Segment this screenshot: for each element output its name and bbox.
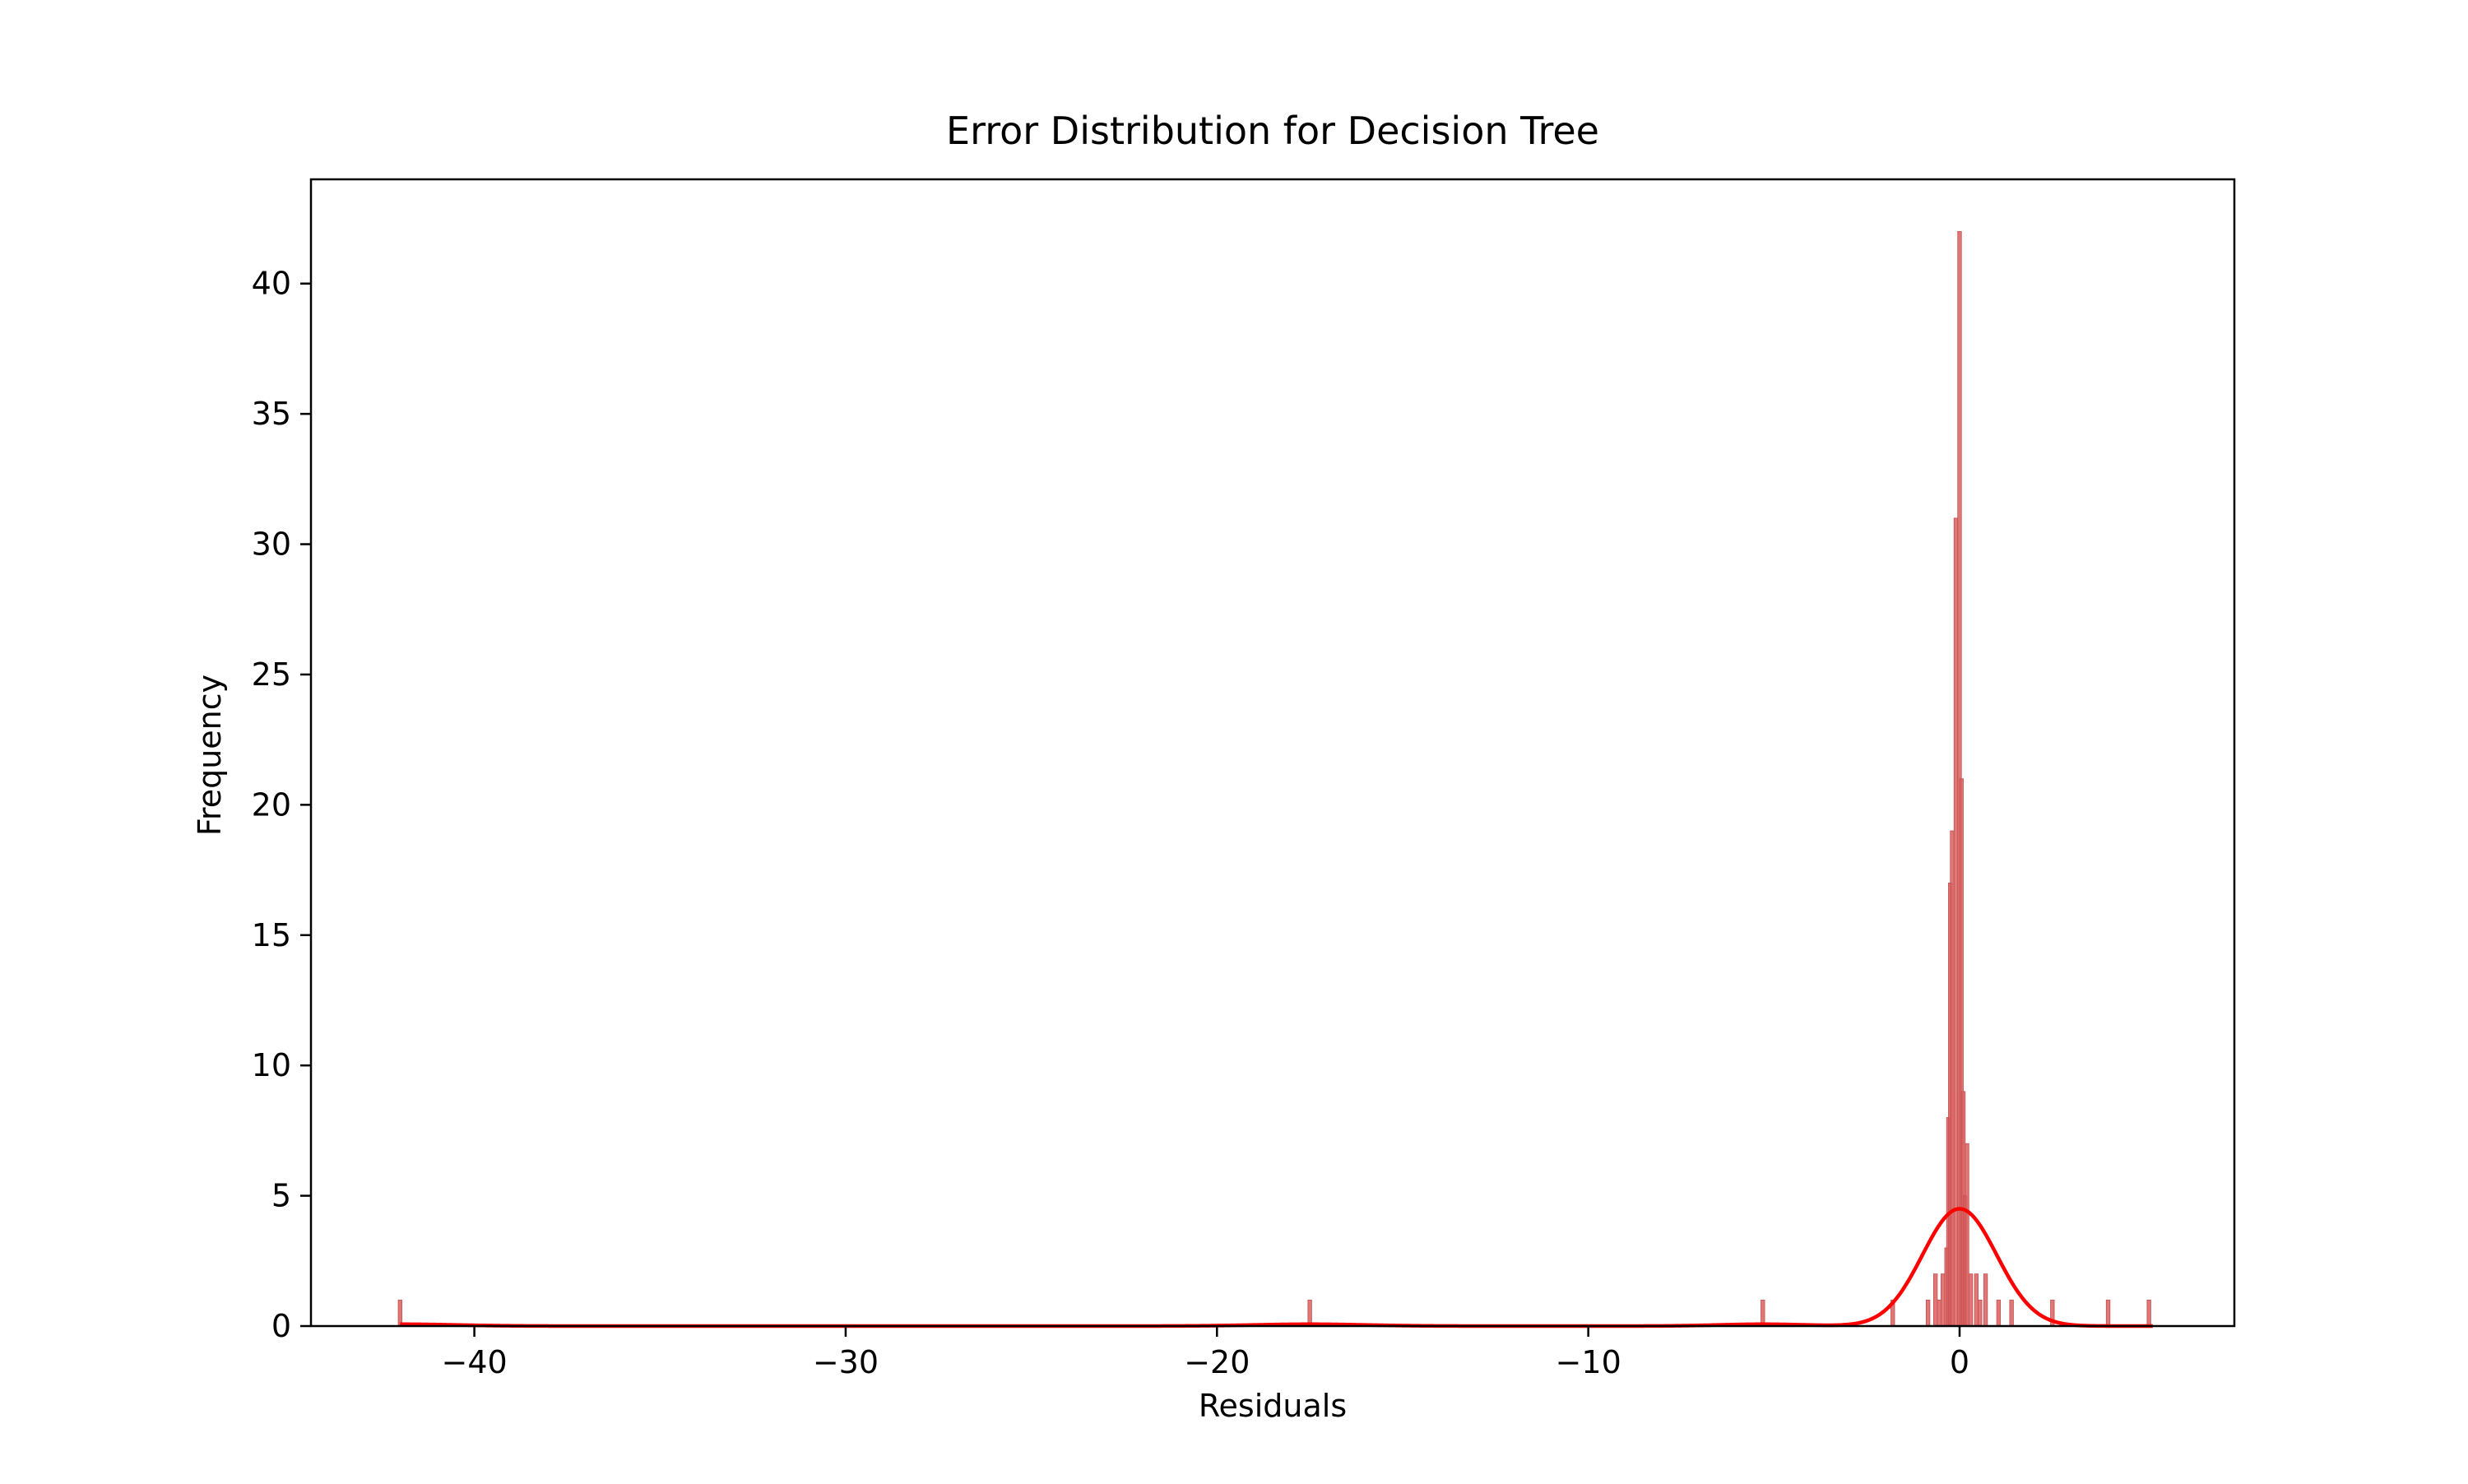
y-axis-ticks: 0 5 10 15 20 25 30 35 40 [252, 266, 311, 1344]
histogram-bar [1307, 1299, 1312, 1327]
y-tick-label: 30 [252, 526, 291, 563]
kde-curve [399, 1207, 2154, 1329]
histogram-bar [1974, 1273, 1979, 1327]
y-tick-label: 10 [252, 1047, 291, 1083]
histogram-bar [1953, 517, 1959, 1327]
y-tick-label: 5 [271, 1178, 291, 1214]
y-axis-label: Frequency [192, 675, 228, 836]
plot-frame [309, 178, 2236, 1328]
y-tick-label: 0 [271, 1308, 291, 1344]
y-tick-label: 35 [252, 396, 291, 432]
x-axis-label: Residuals [1199, 1388, 1347, 1424]
y-tick-label: 20 [252, 786, 291, 823]
kde-curve-group [399, 1207, 2154, 1329]
histogram-bar [2009, 1299, 2014, 1327]
x-tick-label: −20 [1184, 1344, 1250, 1380]
histogram-bar [397, 1299, 402, 1327]
x-tick-label: 0 [1950, 1344, 1969, 1380]
x-tick-label: −10 [1556, 1344, 1621, 1380]
histogram-bar [2146, 1299, 2151, 1327]
histogram-bars [397, 230, 2151, 1327]
y-tick-label: 15 [252, 917, 291, 953]
chart-title: Error Distribution for Decision Tree [946, 109, 1599, 153]
histogram-bar [1983, 1273, 1988, 1327]
y-tick-label: 25 [252, 656, 291, 693]
x-tick-label: −30 [813, 1344, 879, 1380]
histogram-bar [2105, 1299, 2111, 1327]
histogram-bar [1937, 1299, 1941, 1327]
x-tick-label: −40 [441, 1344, 507, 1380]
histogram-bar [1978, 1299, 1983, 1327]
histogram-bar [1941, 1273, 1946, 1327]
histogram-bar [1950, 830, 1955, 1327]
histogram-bar [1761, 1299, 1765, 1327]
x-axis-ticks: −40 −30 −20 −10 0 [441, 1326, 1969, 1380]
histogram-bar [1965, 1143, 1969, 1327]
histogram-bar [1996, 1299, 2002, 1327]
y-tick-label: 40 [252, 266, 291, 302]
histogram-bar [1968, 1273, 1974, 1327]
histogram-bar [1933, 1273, 1938, 1327]
histogram-bar [1925, 1299, 1931, 1327]
